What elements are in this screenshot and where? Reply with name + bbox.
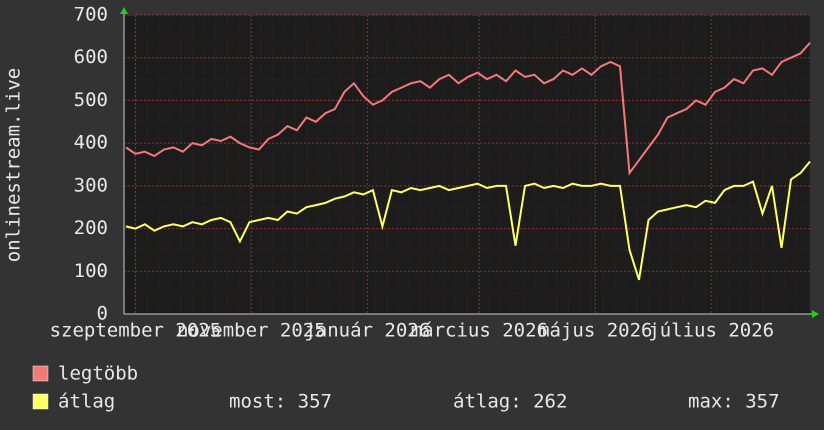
series-line <box>125 160 811 281</box>
y-tick-label: 200 <box>74 217 108 239</box>
minor-grid <box>124 15 810 314</box>
y-arrow <box>120 7 128 14</box>
legend-stat: most: 357 <box>229 391 332 413</box>
y-axis-label: onlinestream.live <box>3 68 25 262</box>
x-tick-label: január 2026 <box>304 320 430 342</box>
series-line <box>125 42 811 176</box>
legend-label: legtöbb <box>58 363 138 385</box>
legend-swatch <box>32 365 49 382</box>
legend-stat: max: 357 <box>688 391 780 413</box>
y-tick-label: 500 <box>74 89 108 111</box>
x-tick-label: szeptember 2025 <box>50 320 222 342</box>
y-tick-label: 100 <box>74 260 108 282</box>
x-arrow <box>812 310 819 318</box>
y-tick-label: 400 <box>74 132 108 154</box>
x-tick-label: november 2025 <box>177 320 326 342</box>
legend-label: átlag <box>58 391 115 413</box>
y-tick-label: 700 <box>74 4 108 26</box>
x-tick-label: március 2026 <box>411 320 548 342</box>
y-tick-label: 300 <box>74 174 108 196</box>
x-tick-label: május 2026 <box>538 320 652 342</box>
legend-stat: átlag: 262 <box>453 391 567 413</box>
x-tick-label: július 2026 <box>648 320 774 342</box>
legend-swatch <box>32 393 49 410</box>
y-tick-label: 600 <box>74 46 108 68</box>
y-tick-label: 0 <box>97 303 108 325</box>
